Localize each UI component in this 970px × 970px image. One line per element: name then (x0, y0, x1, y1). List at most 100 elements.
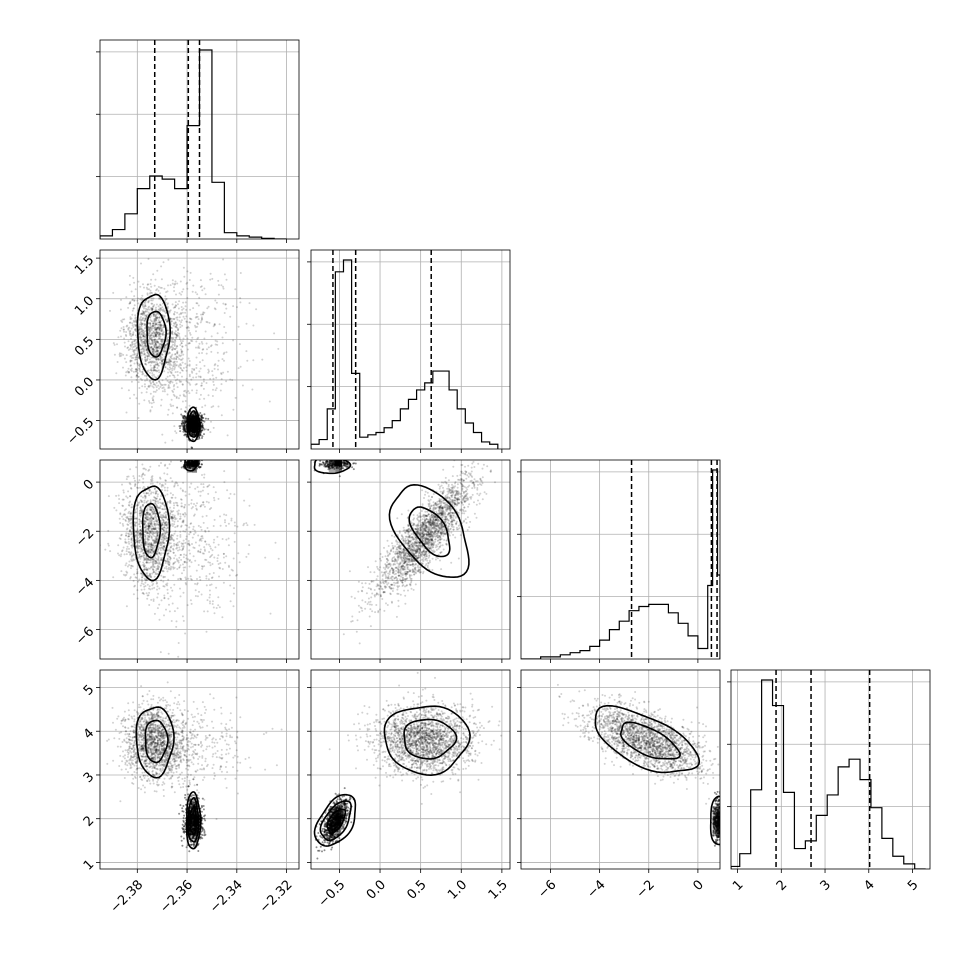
scatter-point (154, 318, 157, 320)
scatter-point (149, 561, 152, 564)
scatter-point (147, 525, 149, 528)
scatter-point (144, 497, 147, 500)
scatter-point (133, 573, 136, 576)
scatter-point (182, 619, 185, 622)
scatter-point (170, 355, 173, 357)
scatter-point (144, 358, 146, 361)
scatter-point (127, 524, 130, 526)
scatter-point (152, 558, 155, 561)
scatter-point (191, 446, 194, 449)
scatter-point (143, 286, 145, 289)
scatter-point (168, 501, 171, 504)
scatter-point (128, 302, 131, 305)
scatter-point (127, 340, 130, 343)
scatter-point (138, 555, 141, 558)
scatter-point (205, 342, 208, 345)
scatter-point (182, 548, 184, 551)
scatter-point (150, 356, 153, 359)
scatter-point (134, 288, 137, 291)
scatter-point (143, 530, 146, 533)
scatter-point (159, 542, 162, 545)
scatter-point (162, 529, 165, 532)
scatter-point (136, 374, 138, 377)
scatter-point (160, 329, 162, 332)
scatter-point (180, 342, 183, 345)
scatter-point (140, 495, 143, 498)
scatter-point (195, 340, 198, 343)
scatter-point (154, 390, 157, 393)
scatter-point (132, 326, 135, 328)
scatter-point (162, 514, 165, 517)
scatter-point (158, 297, 161, 300)
scatter-point (141, 313, 143, 316)
scatter-point (228, 574, 231, 577)
scatter-point (162, 585, 165, 588)
scatter-point (156, 316, 158, 319)
scatter-point (176, 345, 179, 348)
scatter-point (202, 427, 205, 430)
scatter-point (201, 313, 204, 316)
scatter-point (135, 319, 138, 322)
scatter-point (150, 478, 152, 481)
scatter-point (113, 343, 116, 346)
scatter-point (166, 290, 169, 293)
scatter-point (141, 318, 144, 321)
scatter-point (139, 532, 142, 534)
scatter-point (154, 342, 157, 345)
scatter-point (160, 329, 163, 332)
scatter-point (141, 333, 143, 336)
scatter-point (145, 348, 148, 351)
scatter-point (151, 336, 153, 339)
scatter-point (179, 487, 182, 490)
scatter-point (162, 575, 165, 578)
scatter-point (151, 538, 154, 541)
scatter-point (156, 339, 159, 342)
scatter-point (135, 534, 137, 537)
scatter-point (218, 606, 221, 609)
scatter-point (155, 350, 157, 353)
scatter-point (162, 310, 165, 313)
scatter-point (156, 369, 159, 372)
scatter-point (148, 587, 150, 590)
scatter-point (149, 337, 151, 340)
scatter-point (153, 322, 156, 324)
scatter-point (164, 575, 166, 578)
scatter-point (142, 307, 145, 310)
scatter-point (141, 555, 144, 558)
scatter-point (146, 541, 148, 544)
scatter-point (153, 560, 156, 563)
scatter-point (144, 517, 147, 520)
scatter-point (146, 357, 149, 360)
scatter-point (180, 413, 183, 416)
scatter-point (232, 339, 235, 342)
scatter-point (180, 542, 183, 545)
scatter-point (158, 308, 161, 311)
scatter-point (133, 299, 136, 302)
scatter-point (134, 339, 137, 342)
scatter-point (173, 318, 175, 321)
scatter-point (146, 351, 149, 354)
scatter-point (255, 308, 258, 311)
scatter-point (178, 566, 181, 568)
scatter-point (138, 328, 141, 331)
scatter-point (140, 541, 143, 544)
scatter-point (152, 571, 155, 574)
scatter-point (136, 570, 139, 573)
scatter-point (187, 558, 190, 561)
scatter-point (188, 404, 191, 407)
scatter-point (158, 333, 161, 336)
scatter-point (155, 319, 158, 321)
scatter-point (154, 328, 157, 331)
scatter-point (155, 516, 158, 519)
scatter-point (129, 576, 132, 579)
scatter-point (155, 333, 157, 336)
scatter-point (219, 389, 222, 392)
scatter-point (217, 279, 220, 282)
scatter-point (157, 592, 160, 595)
scatter-point (162, 358, 165, 361)
scatter-point (142, 485, 145, 488)
scatter-point (181, 324, 184, 327)
scatter-point (133, 339, 136, 342)
scatter-point (191, 389, 194, 392)
scatter-point (147, 332, 150, 335)
